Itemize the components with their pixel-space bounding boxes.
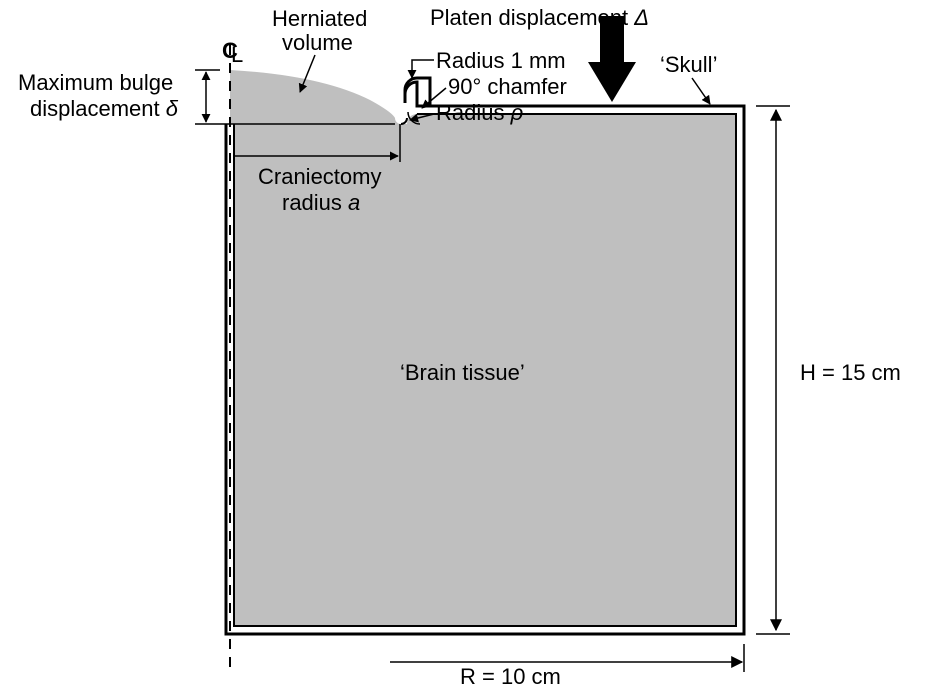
leader-skull — [692, 78, 710, 104]
label-maxbulge-2: displacement δ — [30, 96, 179, 121]
label-radiusrho: Radius ρ — [436, 100, 523, 125]
centerline-symbol-l: L — [231, 42, 243, 67]
label-herniated-2: volume — [282, 30, 353, 55]
label-platen: Platen displacement Δ — [430, 5, 649, 30]
label-brain: ‘Brain tissue’ — [400, 360, 525, 385]
brain-tissue-fill — [230, 70, 736, 626]
leader-radius1 — [412, 60, 434, 78]
label-cran-1: Craniectomy — [258, 164, 381, 189]
label-chamfer: 90° chamfer — [448, 74, 567, 99]
chamfer-inner-radius — [401, 118, 407, 124]
label-herniated-1: Herniated — [272, 6, 367, 31]
label-maxbulge-1: Maximum bulge — [18, 70, 173, 95]
label-h: H = 15 cm — [800, 360, 901, 385]
label-skull: ‘Skull’ — [660, 52, 717, 77]
label-r: R = 10 cm — [460, 664, 561, 689]
label-cran-2: radius a — [282, 190, 360, 215]
diagram-canvas: C L Herniated volume Platen displacement… — [0, 0, 928, 691]
label-radius1: Radius 1 mm — [436, 48, 566, 73]
